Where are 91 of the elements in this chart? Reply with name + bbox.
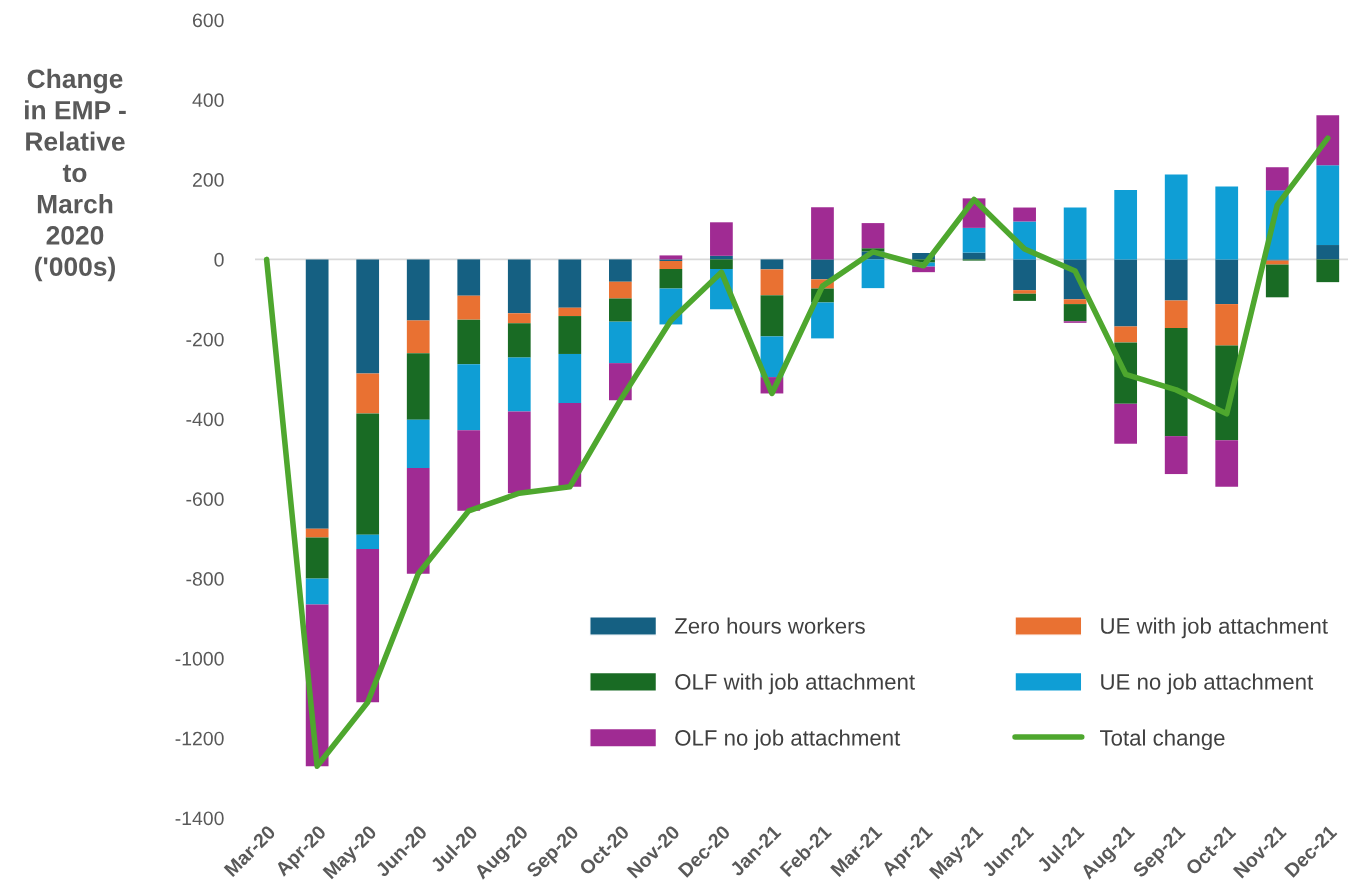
bar (305, 259, 329, 529)
legend-label: UE with job attachment (1101, 617, 1328, 639)
bar (1265, 167, 1289, 191)
bar (1164, 259, 1188, 301)
legend-label: UE no job attachment (1101, 673, 1314, 695)
bar (1215, 186, 1239, 260)
bar (659, 255, 683, 260)
bar (1164, 174, 1188, 260)
bar (356, 413, 380, 535)
bar (1063, 304, 1087, 322)
bar (406, 259, 430, 321)
y-tick-label: 400 (192, 93, 224, 108)
bar (1316, 165, 1340, 246)
bar (507, 323, 531, 358)
y-tick-label: 600 (192, 13, 224, 28)
bar (406, 468, 430, 574)
bar (1114, 326, 1138, 343)
bar (811, 302, 834, 339)
bar (457, 295, 481, 320)
bar (1013, 293, 1036, 301)
legend-label: Zero hours workers (674, 617, 865, 634)
bar (356, 549, 380, 703)
bar (1164, 300, 1188, 329)
bar (710, 222, 733, 256)
bar (710, 259, 733, 269)
y-tick-label: -400 (186, 412, 224, 427)
bar (1316, 245, 1340, 260)
bar (760, 259, 784, 270)
bar (406, 419, 430, 469)
bar (811, 207, 834, 260)
y-tick-label: -800 (186, 572, 224, 586)
bar (608, 259, 632, 282)
bar (1316, 259, 1340, 283)
bar (457, 364, 481, 431)
bar (1215, 304, 1239, 346)
bar (861, 259, 885, 289)
bar (558, 353, 582, 404)
bar (1114, 259, 1138, 327)
bar (1013, 207, 1036, 222)
bar (507, 357, 531, 412)
bar (608, 281, 632, 299)
bar (659, 268, 683, 289)
y-tick-label: -1000 (175, 651, 224, 666)
bar (1013, 259, 1036, 291)
bar (457, 430, 481, 511)
bar (507, 313, 531, 324)
bar (1215, 440, 1239, 487)
bar (356, 373, 380, 414)
bar (406, 320, 430, 354)
bar (1063, 207, 1087, 260)
bar (356, 534, 380, 550)
bar (962, 227, 986, 253)
bar (507, 259, 531, 314)
bar (1013, 290, 1036, 294)
bar (608, 321, 632, 364)
bar (608, 298, 632, 322)
bar (406, 353, 430, 420)
y-tick-label: -600 (186, 492, 224, 507)
y-tick-label: -1400 (175, 811, 224, 826)
y-tick-label: 200 (192, 173, 224, 187)
y-tick-label: -1200 (175, 731, 224, 746)
bar (558, 307, 582, 317)
bar (1265, 264, 1289, 298)
bar (1265, 260, 1289, 265)
legend-label: Total change (1100, 729, 1225, 751)
bar (1114, 189, 1138, 260)
bar (558, 259, 582, 308)
bar (760, 269, 784, 296)
bar (457, 319, 481, 365)
bar (659, 261, 683, 269)
bar (558, 316, 582, 354)
bar (356, 259, 380, 374)
bar (1215, 259, 1239, 305)
bar (811, 259, 834, 280)
bar (305, 578, 329, 605)
bar (1164, 436, 1188, 475)
legend-label: OLF with job attachment (675, 673, 915, 695)
bar (1063, 299, 1087, 305)
bar (760, 295, 784, 337)
bar (507, 411, 531, 494)
y-tick-label: 0 (214, 252, 224, 267)
legend-label: OLF no job attachment (675, 729, 901, 751)
bar (457, 259, 481, 296)
bar (305, 537, 329, 579)
bar (1114, 403, 1138, 444)
bar (861, 223, 885, 249)
bar (1164, 328, 1188, 437)
bar (305, 528, 329, 538)
bar (558, 403, 582, 487)
y-tick-label: -200 (186, 332, 224, 347)
y-axis-title: Change in EMP - Relative to March 2020 ('000s) (25, 68, 126, 282)
